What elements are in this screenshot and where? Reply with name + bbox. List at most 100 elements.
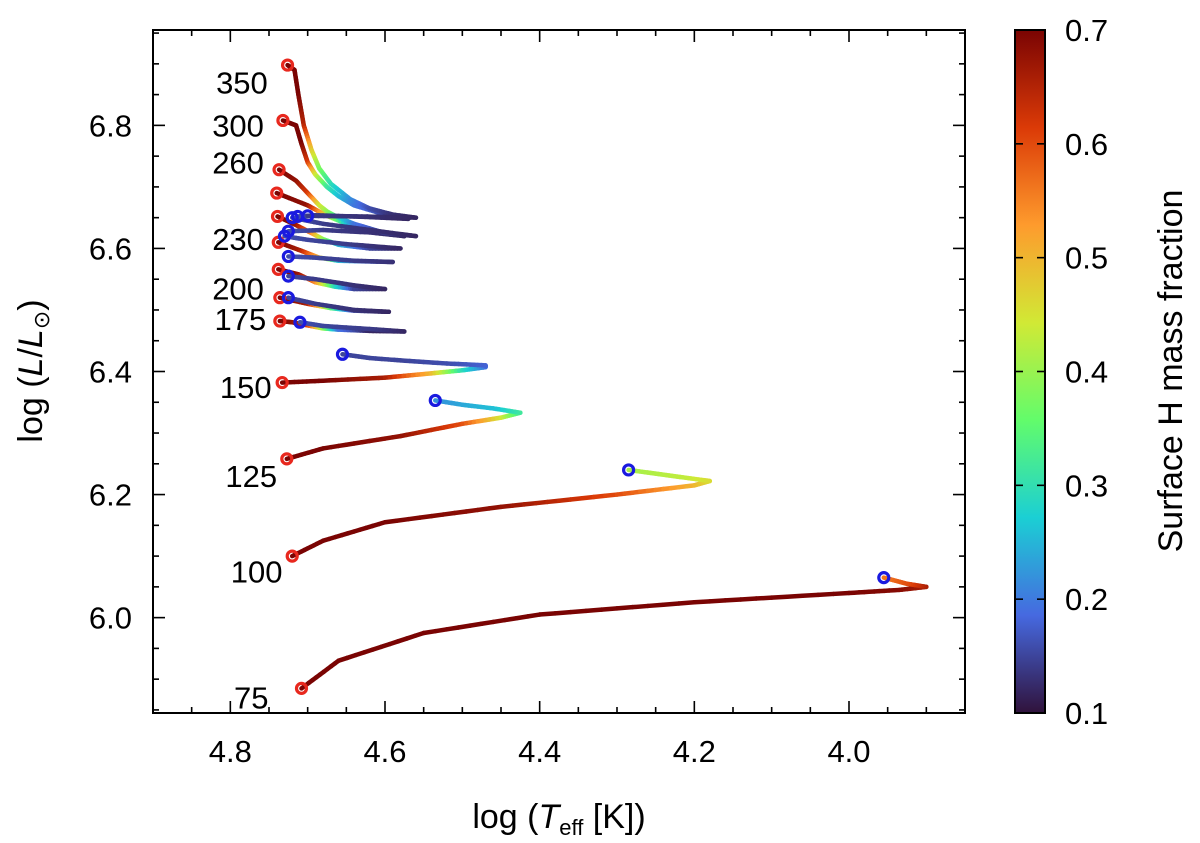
zams-start-marker (271, 262, 285, 276)
y-tick-label: 6.6 (89, 231, 132, 266)
track-segment (568, 608, 589, 615)
mass-label-75: 75 (234, 681, 268, 716)
track-segment (537, 611, 558, 617)
track-segment (552, 609, 573, 616)
colorbar-ticks: 0.1 0.2 0.3 0.4 0.5 0.6 0.7 (1015, 13, 1108, 731)
track-segment (692, 599, 713, 605)
mass-label-150: 150 (220, 370, 272, 405)
track-350 (285, 62, 419, 220)
x-tick-label: 4.0 (827, 734, 870, 769)
x-tick-label: 4.8 (209, 734, 252, 769)
x-axis-label: log (Teff [K]) (472, 798, 645, 840)
mass-label-200: 200 (212, 271, 264, 306)
y-tick-label: 6.8 (89, 108, 132, 143)
x-axis-label-suffix: [K]) (583, 798, 645, 836)
mass-label-350: 350 (216, 65, 268, 100)
track-segment (723, 597, 743, 603)
track-100 (289, 467, 713, 559)
track-segment (707, 598, 728, 604)
colorbar-tick-label: 0.4 (1065, 355, 1108, 390)
track-end-marker (293, 315, 307, 329)
colorbar-tick-label: 0.1 (1065, 696, 1108, 731)
track-segment (800, 592, 821, 599)
zams-start-marker (270, 209, 285, 224)
zams-start-marker (280, 452, 294, 466)
track-markers (270, 58, 891, 695)
mass-label-175: 175 (215, 302, 267, 337)
zams-start-marker (270, 186, 284, 200)
track-end-marker (301, 209, 315, 223)
track-unlabeled-7 (276, 240, 395, 265)
y-tick-label: 6.0 (89, 601, 132, 636)
y-axis-label-slash: / (12, 348, 50, 358)
track-end-marker (281, 291, 295, 305)
zams-start-marker (276, 113, 290, 128)
y-axis-label-den: L (12, 329, 50, 348)
track-segment (614, 604, 635, 611)
track-segment (753, 595, 774, 601)
y-axis-label-num: L (12, 358, 50, 377)
x-tick-label: 4.2 (673, 734, 716, 769)
x-axis-label-sub: eff (559, 815, 584, 840)
track-125 (284, 398, 523, 462)
track-segment (630, 603, 651, 610)
track-end-marker (428, 393, 442, 408)
track-75 (299, 575, 929, 691)
y-axis-label: log (L/L⊙) (12, 299, 54, 442)
zams-start-marker (294, 681, 309, 695)
track-segment (583, 607, 604, 614)
colorbar-tick-label: 0.2 (1065, 582, 1108, 617)
x-tick-label: 4.4 (518, 734, 561, 769)
track-segment (831, 590, 852, 597)
y-axis-label-prefix: log ( (12, 376, 50, 443)
zams-start-marker (280, 58, 295, 72)
track-end-marker (281, 269, 295, 283)
track-segment (738, 596, 759, 602)
zams-start-marker (285, 549, 299, 563)
mass-label-300: 300 (212, 108, 264, 143)
track-segment (769, 594, 790, 600)
x-tick-label: 4.6 (363, 734, 406, 769)
track-segment (661, 601, 682, 607)
track-segment (645, 602, 666, 609)
plot-frame (152, 29, 966, 714)
zams-start-marker (272, 163, 286, 177)
track-end-marker (281, 249, 295, 264)
colorbar-tick-label: 0.6 (1065, 127, 1108, 162)
y-tick-label: 6.2 (89, 478, 132, 513)
zams-start-marker (275, 375, 289, 390)
evolutionary-tracks (274, 62, 929, 691)
y-axis-label-sub: ⊙ (29, 311, 54, 329)
track-150 (279, 352, 488, 385)
mass-label-100: 100 (231, 554, 283, 589)
track-segment (881, 575, 889, 581)
colorbar-tick-label: 0.5 (1065, 241, 1108, 276)
y-axis-ticks: 6.0 6.2 6.4 6.6 6.8 (89, 32, 965, 711)
y-tick-label: 6.4 (89, 355, 132, 390)
x-axis-ticks: 4.8 4.6 4.4 4.2 4.0 (190, 30, 928, 769)
track-segment (784, 593, 805, 599)
track-segment (599, 606, 620, 612)
track-175 (277, 318, 407, 334)
track-segment (286, 295, 294, 301)
x-axis-label-prefix: log ( (472, 798, 539, 836)
colorbar-tick-label: 0.3 (1065, 468, 1108, 503)
track-segment (815, 591, 836, 598)
track-end-marker (621, 463, 636, 477)
colorbar-tick-label: 0.7 (1065, 13, 1108, 48)
track-end-marker (335, 347, 350, 361)
track-200 (276, 267, 388, 292)
y-axis-label-suffix: ) (12, 299, 50, 310)
colorbar-label: Surface H mass fraction (1152, 190, 1190, 553)
track-end-marker (877, 571, 891, 585)
track-segment (676, 599, 697, 606)
mass-label-125: 125 (225, 459, 277, 494)
track-end-marker (281, 224, 295, 238)
track-unlabeled-5 (277, 295, 392, 315)
x-axis-label-main: T (538, 798, 561, 836)
zams-start-marker (273, 314, 287, 328)
colorbar: 0.1 0.2 0.3 0.4 0.5 0.6 0.7 Surface H mass fra… (1014, 13, 1190, 731)
mass-label-230: 230 (212, 222, 264, 257)
